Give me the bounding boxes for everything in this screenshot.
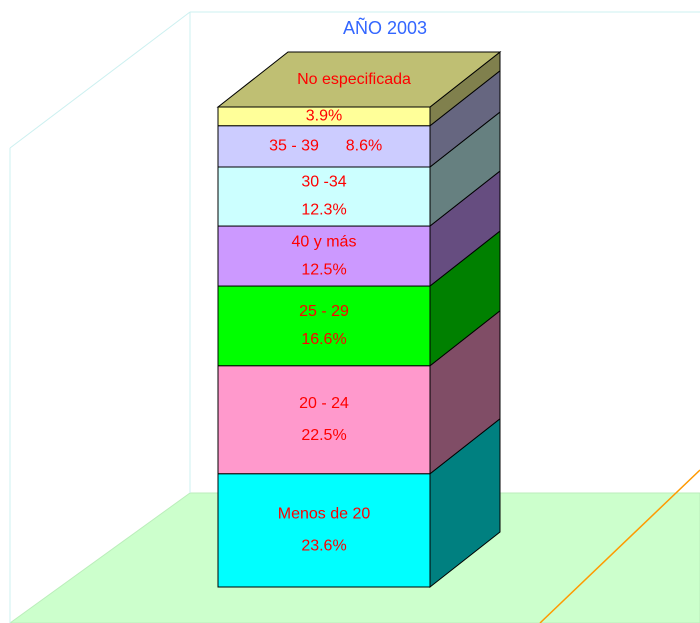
bar-front [217, 125, 431, 168]
segment-label: 40 y más [292, 233, 357, 250]
bar-front [217, 365, 431, 475]
axis-edge [539, 469, 700, 623]
value-label: 12.3% [301, 202, 346, 219]
wall-edge [9, 11, 191, 149]
value-label: 8.6% [346, 138, 382, 155]
segment-label: 25 - 29 [299, 303, 349, 320]
bar-front [217, 473, 431, 588]
segment-label: Menos de 20 [278, 506, 371, 523]
segment-label: 20 - 24 [299, 395, 349, 412]
bar-front [217, 285, 431, 367]
segment-label: 35 - 39 [269, 138, 319, 155]
stack: Menos de 20 23.6% 20 - 24 22.5% 25 - 29 16.6%… [216, 50, 502, 589]
bar-front [217, 225, 431, 287]
value-label: 23.6% [301, 538, 346, 555]
value-label: 12.5% [301, 261, 346, 278]
value-label: 16.6% [301, 331, 346, 348]
segment-label: 30 -34 [301, 174, 346, 191]
segment-label: No especificada [297, 71, 411, 88]
bar-top [216, 51, 502, 108]
value-label: 22.5% [301, 427, 346, 444]
subtitle: AÑO 2003 [343, 17, 427, 38]
value-label: 3.9% [306, 108, 342, 125]
